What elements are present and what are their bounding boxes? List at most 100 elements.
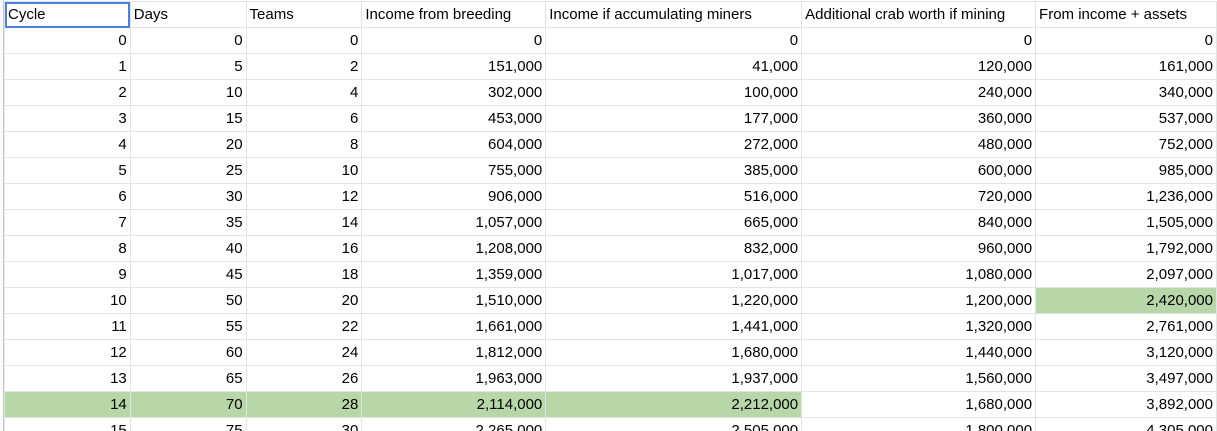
cell-cycle[interactable]: 14 bbox=[4, 391, 131, 418]
cell-income-assets[interactable]: 3,120,000 bbox=[1035, 339, 1217, 366]
cell-income-assets[interactable]: 537,000 bbox=[1035, 105, 1217, 132]
cell-days[interactable]: 0 bbox=[129, 27, 247, 54]
cell-teams[interactable]: 30 bbox=[245, 417, 363, 431]
cell-income-breeding[interactable]: 453,000 bbox=[361, 105, 547, 132]
cell-income-breeding[interactable]: 1,057,000 bbox=[361, 209, 547, 236]
cell-income-miners[interactable]: 1,441,000 bbox=[545, 313, 803, 340]
cell-income-assets[interactable]: 161,000 bbox=[1035, 53, 1217, 80]
cell-income-assets[interactable]: 1,505,000 bbox=[1035, 209, 1217, 236]
cell-income-breeding[interactable]: 1,963,000 bbox=[361, 365, 547, 392]
cell-teams[interactable]: 22 bbox=[245, 313, 363, 340]
cell-teams[interactable]: 2 bbox=[245, 53, 363, 80]
cell-income-assets[interactable]: 1,792,000 bbox=[1035, 235, 1217, 262]
cell-income-miners[interactable]: 177,000 bbox=[545, 105, 803, 132]
cell-income-breeding[interactable]: 906,000 bbox=[361, 183, 547, 210]
cell-teams[interactable]: 10 bbox=[245, 157, 363, 184]
header-cell-cycle[interactable]: Cycle bbox=[4, 1, 131, 28]
cell-teams[interactable]: 0 bbox=[245, 27, 363, 54]
cell-income-breeding[interactable]: 1,661,000 bbox=[361, 313, 547, 340]
cell-income-breeding[interactable]: 2,114,000 bbox=[361, 391, 547, 418]
cell-teams[interactable]: 24 bbox=[245, 339, 363, 366]
cell-days[interactable]: 40 bbox=[129, 235, 247, 262]
cell-crab-worth[interactable]: 840,000 bbox=[801, 209, 1037, 236]
cell-cycle[interactable]: 9 bbox=[4, 261, 131, 288]
cell-days[interactable]: 70 bbox=[129, 391, 247, 418]
cell-days[interactable]: 20 bbox=[129, 131, 247, 158]
cell-days[interactable]: 60 bbox=[129, 339, 247, 366]
cell-crab-worth[interactable]: 480,000 bbox=[801, 131, 1037, 158]
cell-income-breeding[interactable]: 604,000 bbox=[361, 131, 547, 158]
cell-cycle[interactable]: 8 bbox=[4, 235, 131, 262]
cell-income-miners[interactable]: 0 bbox=[545, 27, 803, 54]
cell-days[interactable]: 65 bbox=[129, 365, 247, 392]
cell-days[interactable]: 25 bbox=[129, 157, 247, 184]
cell-days[interactable]: 75 bbox=[129, 417, 247, 431]
cell-income-miners[interactable]: 1,937,000 bbox=[545, 365, 803, 392]
cell-income-miners[interactable]: 100,000 bbox=[545, 79, 803, 106]
cell-cycle[interactable]: 1 bbox=[4, 53, 131, 80]
cell-days[interactable]: 55 bbox=[129, 313, 247, 340]
cell-days[interactable]: 15 bbox=[129, 105, 247, 132]
cell-crab-worth[interactable]: 960,000 bbox=[801, 235, 1037, 262]
header-cell-income-assets[interactable]: From income + assets bbox=[1035, 1, 1217, 28]
cell-teams[interactable]: 4 bbox=[245, 79, 363, 106]
cell-crab-worth[interactable]: 1,440,000 bbox=[801, 339, 1037, 366]
cell-teams[interactable]: 16 bbox=[245, 235, 363, 262]
cell-cycle[interactable]: 13 bbox=[4, 365, 131, 392]
cell-income-breeding[interactable]: 0 bbox=[361, 27, 547, 54]
cell-income-miners[interactable]: 1,017,000 bbox=[545, 261, 803, 288]
cell-days[interactable]: 10 bbox=[129, 79, 247, 106]
cell-days[interactable]: 45 bbox=[129, 261, 247, 288]
cell-income-breeding[interactable]: 755,000 bbox=[361, 157, 547, 184]
cell-crab-worth[interactable]: 0 bbox=[801, 27, 1037, 54]
cell-income-miners[interactable]: 516,000 bbox=[545, 183, 803, 210]
cell-income-assets[interactable]: 3,892,000 bbox=[1035, 391, 1217, 418]
cell-income-miners[interactable]: 385,000 bbox=[545, 157, 803, 184]
cell-income-miners[interactable]: 1,220,000 bbox=[545, 287, 803, 314]
cell-income-breeding[interactable]: 1,208,000 bbox=[361, 235, 547, 262]
cell-crab-worth[interactable]: 600,000 bbox=[801, 157, 1037, 184]
cell-income-assets[interactable]: 1,236,000 bbox=[1035, 183, 1217, 210]
cell-teams[interactable]: 26 bbox=[245, 365, 363, 392]
cell-days[interactable]: 5 bbox=[129, 53, 247, 80]
cell-crab-worth[interactable]: 720,000 bbox=[801, 183, 1037, 210]
cell-crab-worth[interactable]: 1,320,000 bbox=[801, 313, 1037, 340]
cell-income-assets[interactable]: 2,097,000 bbox=[1035, 261, 1217, 288]
cell-income-assets[interactable]: 340,000 bbox=[1035, 79, 1217, 106]
cell-income-miners[interactable]: 665,000 bbox=[545, 209, 803, 236]
cell-days[interactable]: 35 bbox=[129, 209, 247, 236]
cell-teams[interactable]: 14 bbox=[245, 209, 363, 236]
cell-cycle[interactable]: 12 bbox=[4, 339, 131, 366]
cell-crab-worth[interactable]: 1,080,000 bbox=[801, 261, 1037, 288]
cell-cycle[interactable]: 5 bbox=[4, 157, 131, 184]
cell-crab-worth[interactable]: 1,680,000 bbox=[801, 391, 1037, 418]
cell-income-assets[interactable]: 752,000 bbox=[1035, 131, 1217, 158]
header-cell-income-miners[interactable]: Income if accumulating miners bbox=[545, 1, 803, 28]
cell-income-assets[interactable]: 0 bbox=[1035, 27, 1217, 54]
cell-days[interactable]: 30 bbox=[129, 183, 247, 210]
cell-income-assets[interactable]: 4,305,000 bbox=[1035, 417, 1217, 431]
cell-teams[interactable]: 6 bbox=[245, 105, 363, 132]
cell-income-miners[interactable]: 1,680,000 bbox=[545, 339, 803, 366]
cell-teams[interactable]: 12 bbox=[245, 183, 363, 210]
header-cell-teams[interactable]: Teams bbox=[245, 1, 363, 28]
cell-income-breeding[interactable]: 302,000 bbox=[361, 79, 547, 106]
cell-crab-worth[interactable]: 360,000 bbox=[801, 105, 1037, 132]
cell-income-breeding[interactable]: 1,510,000 bbox=[361, 287, 547, 314]
cell-cycle[interactable]: 15 bbox=[4, 417, 131, 431]
cell-income-breeding[interactable]: 1,812,000 bbox=[361, 339, 547, 366]
cell-days[interactable]: 50 bbox=[129, 287, 247, 314]
header-cell-days[interactable]: Days bbox=[129, 1, 247, 28]
cell-cycle[interactable]: 4 bbox=[4, 131, 131, 158]
cell-crab-worth[interactable]: 120,000 bbox=[801, 53, 1037, 80]
cell-income-assets[interactable]: 985,000 bbox=[1035, 157, 1217, 184]
cell-cycle[interactable]: 10 bbox=[4, 287, 131, 314]
cell-crab-worth[interactable]: 240,000 bbox=[801, 79, 1037, 106]
cell-teams[interactable]: 18 bbox=[245, 261, 363, 288]
cell-crab-worth[interactable]: 1,200,000 bbox=[801, 287, 1037, 314]
cell-cycle[interactable]: 7 bbox=[4, 209, 131, 236]
header-cell-crab-worth[interactable]: Additional crab worth if mining bbox=[801, 1, 1037, 28]
cell-income-miners[interactable]: 2,212,000 bbox=[545, 391, 803, 418]
cell-teams[interactable]: 20 bbox=[245, 287, 363, 314]
